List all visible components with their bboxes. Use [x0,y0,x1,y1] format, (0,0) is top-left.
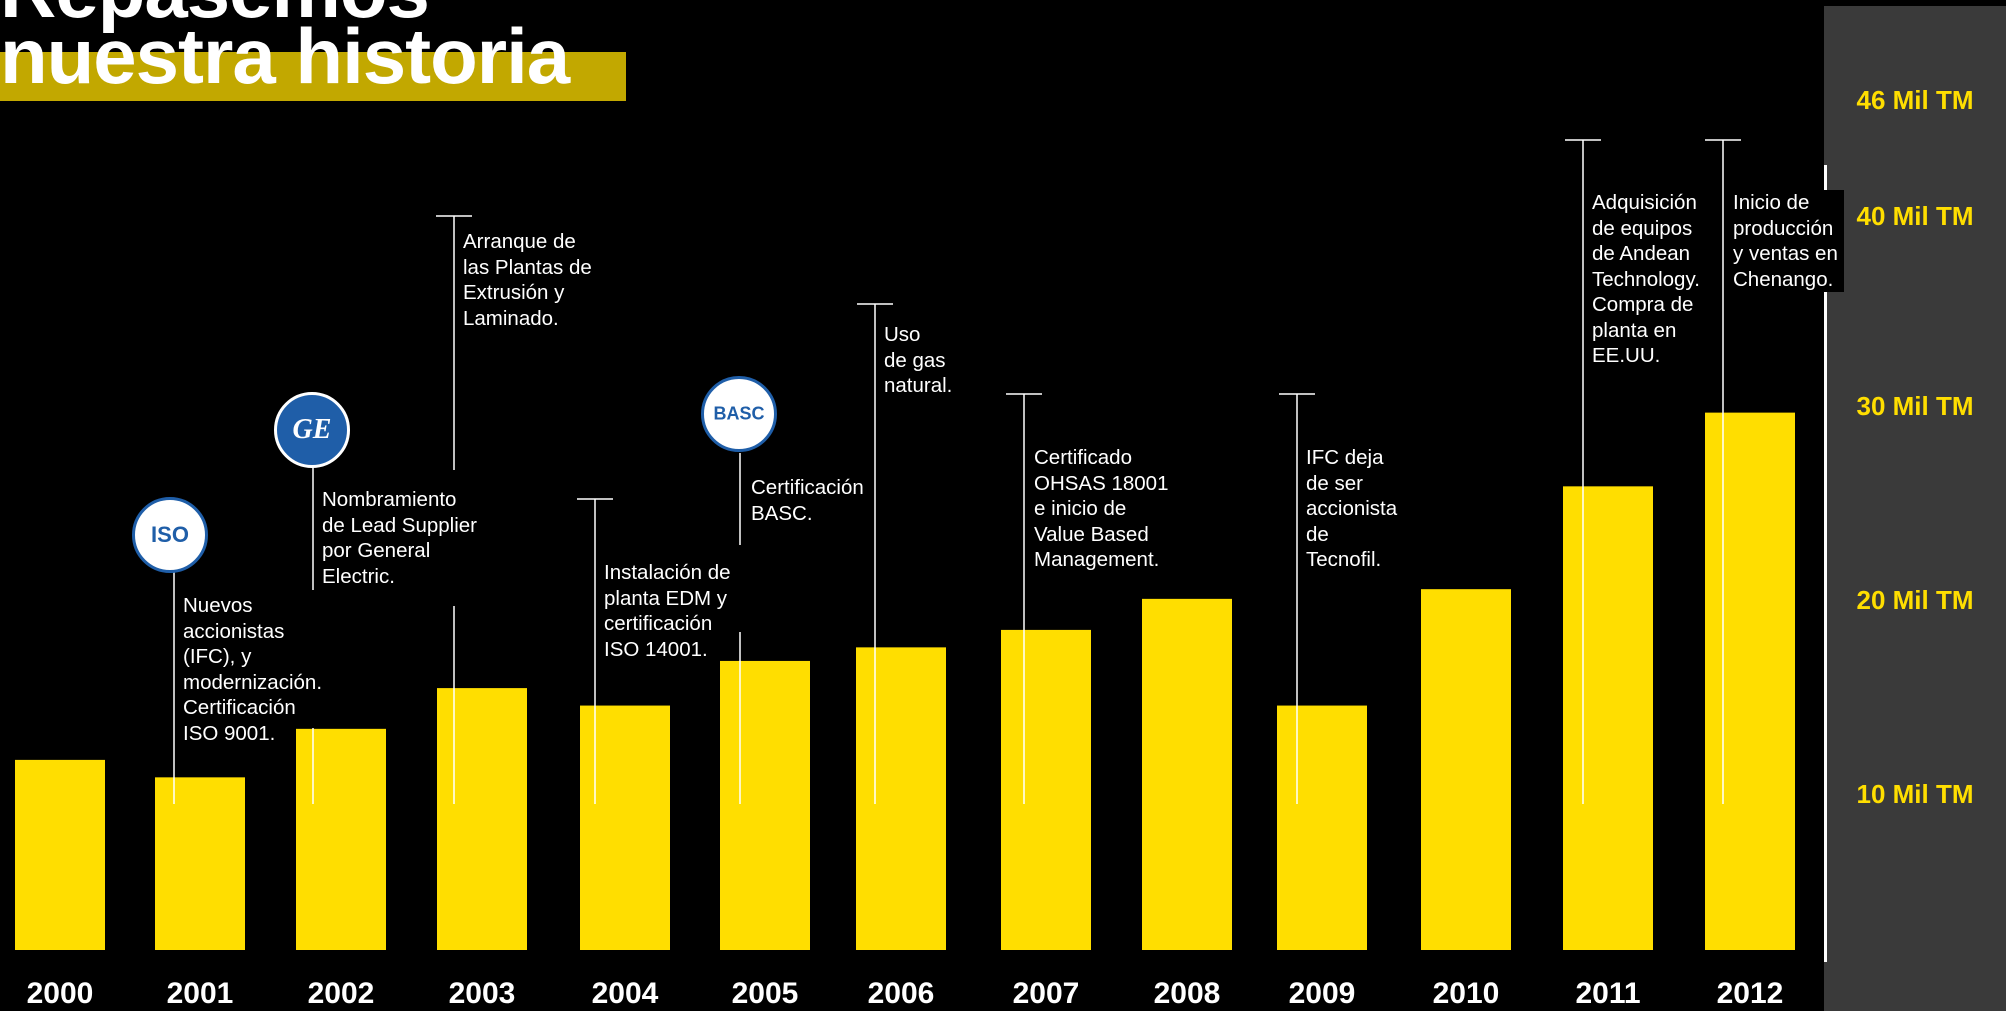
bar-2010 [1421,589,1511,950]
page-title: Repasemos nuestra historia [0,0,640,110]
annotation-2005: Certificación BASC. [751,476,864,525]
bar-2001 [155,777,245,950]
y-tick-label-30: 30 Mil TM [1856,391,1973,421]
y-tick-label-46: 46 Mil TM [1856,85,1973,115]
bar-2011 [1563,486,1653,950]
basc-logo-icon: BASC [701,376,777,452]
annotation-2009: IFC deja de ser accionista de Tecnofil. [1306,446,1398,571]
iso-9001-badge-icon-label: ISO [151,522,189,547]
y-tick-label-40: 40 Mil TM [1856,201,1973,231]
y-tick-label-20: 20 Mil TM [1856,585,1973,615]
general-electric-logo-icon-label: GE [292,414,332,445]
y-axis-panel [1824,6,2006,1011]
x-tick-label-2008: 2008 [1154,977,1221,1010]
x-tick-label-2001: 2001 [167,977,234,1010]
bar-2012 [1705,412,1795,950]
x-tick-label-2007: 2007 [1013,977,1080,1010]
general-electric-logo-icon: GE [274,392,350,468]
annotation-2003: Arranque de las Plantas de Extrusión y L… [463,230,592,330]
annotation-2002: Nombramiento de Lead Supplier por Genera… [322,488,478,588]
bar-2000 [15,759,105,950]
title-line-1: Repasemos [0,0,430,29]
annotation-2011: Adquisición de equipos de Andean Technol… [1592,191,1700,367]
x-tick-label-2012: 2012 [1717,977,1784,1010]
x-tick-label-2009: 2009 [1289,977,1356,1010]
annotation-2012: Inicio de producción y ventas en Chenang… [1733,190,1844,292]
bar-2008 [1142,598,1232,950]
x-tick-label-2004: 2004 [592,977,659,1010]
title-highlight-bar [0,52,626,101]
bar-2006 [856,647,946,950]
annotation-2001: Nuevos accionistas (IFC), y modernizació… [183,594,323,745]
x-tick-label-2006: 2006 [868,977,935,1010]
x-tick-label-2000: 2000 [27,977,94,1010]
annotation-2006: Uso de gas natural. [884,323,953,397]
x-tick-label-2010: 2010 [1433,977,1500,1010]
y-tick-label-10: 10 Mil TM [1856,779,1973,809]
bar-2009 [1277,705,1367,950]
basc-logo-icon-label: BASC [713,403,765,424]
x-tick-label-2005: 2005 [732,977,799,1010]
title-line-2: nuestra historia [0,12,570,100]
x-tick-label-2003: 2003 [449,977,516,1010]
bar-2005 [720,660,810,950]
bar-2003 [437,688,527,950]
bar-2004 [580,705,670,950]
bar-2002 [296,728,386,950]
annotation-2007: Certificado OHSAS 18001 e inicio de Valu… [1034,446,1169,571]
x-tick-label-2002: 2002 [308,977,375,1010]
x-tick-label-2011: 2011 [1575,977,1640,1010]
annotation-2004: Instalación de planta EDM y certificació… [604,561,731,661]
bar-2007 [1001,629,1091,950]
y-axis-line [1824,165,1827,962]
iso-9001-badge-icon: ISO [132,497,208,573]
